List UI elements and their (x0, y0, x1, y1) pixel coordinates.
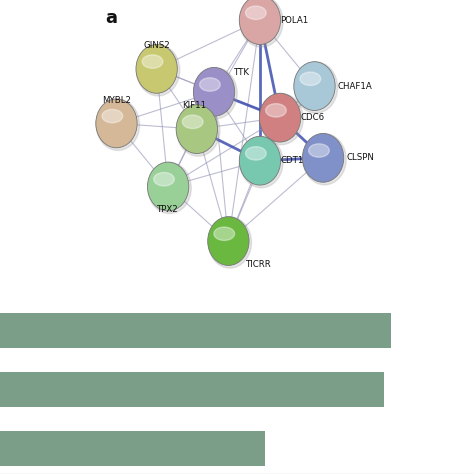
Ellipse shape (300, 72, 321, 85)
Ellipse shape (239, 137, 281, 185)
Ellipse shape (208, 217, 252, 268)
Ellipse shape (302, 134, 344, 182)
Ellipse shape (136, 45, 177, 93)
Ellipse shape (176, 105, 220, 156)
Bar (0, 372, 384, 407)
Ellipse shape (294, 62, 335, 110)
Ellipse shape (102, 109, 123, 123)
Ellipse shape (265, 104, 286, 117)
Text: MYBL2: MYBL2 (102, 96, 131, 105)
Bar (0, 431, 265, 466)
Text: GINS2: GINS2 (143, 41, 170, 50)
Ellipse shape (294, 62, 337, 113)
Ellipse shape (214, 227, 235, 240)
Text: CLSPN: CLSPN (346, 153, 374, 162)
Text: TICRR: TICRR (246, 260, 271, 269)
Text: CDC6: CDC6 (300, 113, 324, 122)
Bar (0, 313, 391, 348)
Ellipse shape (200, 78, 220, 91)
Ellipse shape (194, 68, 237, 119)
Ellipse shape (208, 217, 249, 265)
Ellipse shape (239, 0, 281, 45)
Ellipse shape (246, 146, 266, 160)
Text: KIF11: KIF11 (182, 101, 206, 110)
Ellipse shape (303, 134, 346, 185)
Ellipse shape (96, 99, 137, 148)
Ellipse shape (154, 173, 174, 186)
Text: a: a (105, 9, 117, 27)
Text: CDT1: CDT1 (280, 156, 303, 165)
Ellipse shape (246, 6, 266, 19)
Ellipse shape (182, 115, 203, 128)
Ellipse shape (309, 144, 329, 157)
Text: POLA1: POLA1 (280, 16, 308, 25)
Ellipse shape (147, 162, 189, 211)
Text: TTK: TTK (234, 68, 250, 77)
Ellipse shape (176, 105, 218, 154)
Ellipse shape (240, 0, 283, 47)
Text: CHAF1A: CHAF1A (337, 82, 372, 91)
Ellipse shape (240, 137, 283, 188)
Text: TPX2: TPX2 (157, 205, 179, 214)
Ellipse shape (137, 45, 180, 96)
Ellipse shape (193, 67, 235, 116)
Ellipse shape (148, 163, 191, 214)
Ellipse shape (96, 99, 140, 150)
Ellipse shape (260, 93, 303, 145)
Ellipse shape (142, 55, 163, 68)
Ellipse shape (259, 93, 301, 142)
